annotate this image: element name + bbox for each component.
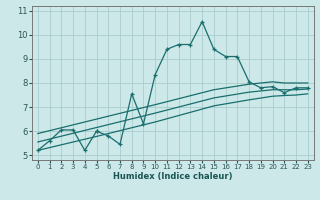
X-axis label: Humidex (Indice chaleur): Humidex (Indice chaleur) <box>113 172 233 181</box>
